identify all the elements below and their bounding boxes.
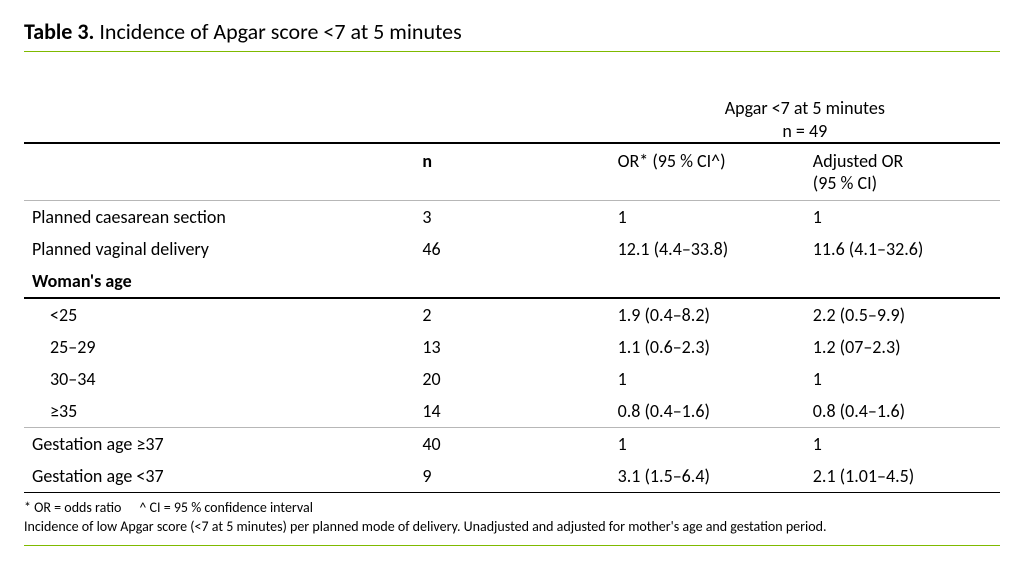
section-heading: Woman's age — [24, 265, 414, 298]
footnote-caption: Incidence of low Apgar score (<7 at 5 mi… — [24, 518, 827, 535]
row-adj: 0.8 (0.4–1.6) — [805, 395, 1000, 428]
row-n: 2 — [414, 298, 609, 331]
data-table: Apgar <7 at 5 minutes n = 49 n OR* (95 %… — [24, 92, 1000, 493]
row-label: Planned caesarean section — [24, 201, 414, 234]
table-title: Table 3. Incidence of Apgar score <7 at … — [24, 18, 1000, 45]
table-row: 30–34 20 1 1 — [24, 363, 1000, 395]
footnotes: * OR = odds ratio ^ CI = 95 % confidence … — [24, 499, 1000, 537]
col-header-or: OR* (95 % CI^) — [610, 143, 805, 201]
row-label: ≥35 — [24, 395, 414, 428]
spanner-row: Apgar <7 at 5 minutes n = 49 — [24, 92, 1000, 143]
row-or: 0.8 (0.4–1.6) — [610, 395, 805, 428]
row-adj: 11.6 (4.1–32.6) — [805, 233, 1000, 265]
row-adj: 1.2 (07–2.3) — [805, 331, 1000, 363]
table-row: 25–29 13 1.1 (0.6–2.3) 1.2 (07–2.3) — [24, 331, 1000, 363]
row-label: 25–29 — [24, 331, 414, 363]
table-container: Table 3. Incidence of Apgar score <7 at … — [0, 0, 1024, 558]
col-header-n: n — [414, 143, 609, 201]
row-n: 40 — [414, 428, 609, 461]
col-header-adj: Adjusted OR (95 % CI) — [805, 143, 1000, 201]
row-n: 3 — [414, 201, 609, 234]
spanner-line1: Apgar <7 at 5 minutes — [725, 97, 885, 119]
row-or: 1 — [610, 428, 805, 461]
row-adj: 2.1 (1.01–4.5) — [805, 460, 1000, 493]
row-label: Gestation age <37 — [24, 460, 414, 493]
row-adj: 1 — [805, 428, 1000, 461]
row-adj: 1 — [805, 201, 1000, 234]
row-label: Planned vaginal delivery — [24, 233, 414, 265]
row-label: Gestation age ≥37 — [24, 428, 414, 461]
spanner-cell: Apgar <7 at 5 minutes n = 49 — [610, 92, 1000, 143]
table-row: Gestation age ≥37 40 1 1 — [24, 428, 1000, 461]
row-n: 13 — [414, 331, 609, 363]
row-or: 12.1 (4.4–33.8) — [610, 233, 805, 265]
row-n: 20 — [414, 363, 609, 395]
spanner-line2: n = 49 — [782, 120, 827, 142]
row-adj: 2.2 (0.5–9.9) — [805, 298, 1000, 331]
footnote-or: * OR = odds ratio — [24, 499, 121, 516]
table-row: Planned vaginal delivery 46 12.1 (4.4–33… — [24, 233, 1000, 265]
row-n: 9 — [414, 460, 609, 493]
table-row: Planned caesarean section 3 1 1 — [24, 201, 1000, 234]
row-label: <25 — [24, 298, 414, 331]
row-or: 1.9 (0.4–8.2) — [610, 298, 805, 331]
table-title-text: Incidence of Apgar score <7 at 5 minutes — [94, 18, 461, 45]
table-row: <25 2 1.9 (0.4–8.2) 2.2 (0.5–9.9) — [24, 298, 1000, 331]
top-green-rule — [24, 51, 1000, 52]
row-or: 1 — [610, 201, 805, 234]
table-row: ≥35 14 0.8 (0.4–1.6) 0.8 (0.4–1.6) — [24, 395, 1000, 428]
bottom-green-rule — [24, 545, 1000, 546]
footnote-ci: ^ CI = 95 % confidence interval — [139, 499, 313, 516]
header-row: n OR* (95 % CI^) Adjusted OR (95 % CI) — [24, 143, 1000, 201]
row-label: 30–34 — [24, 363, 414, 395]
table-row: Gestation age <37 9 3.1 (1.5–6.4) 2.1 (1… — [24, 460, 1000, 493]
section-heading-row: Woman's age — [24, 265, 1000, 298]
row-n: 46 — [414, 233, 609, 265]
row-or: 1 — [610, 363, 805, 395]
row-n: 14 — [414, 395, 609, 428]
row-adj: 1 — [805, 363, 1000, 395]
row-or: 1.1 (0.6–2.3) — [610, 331, 805, 363]
table-number: Table 3. — [24, 18, 94, 45]
row-or: 3.1 (1.5–6.4) — [610, 460, 805, 493]
